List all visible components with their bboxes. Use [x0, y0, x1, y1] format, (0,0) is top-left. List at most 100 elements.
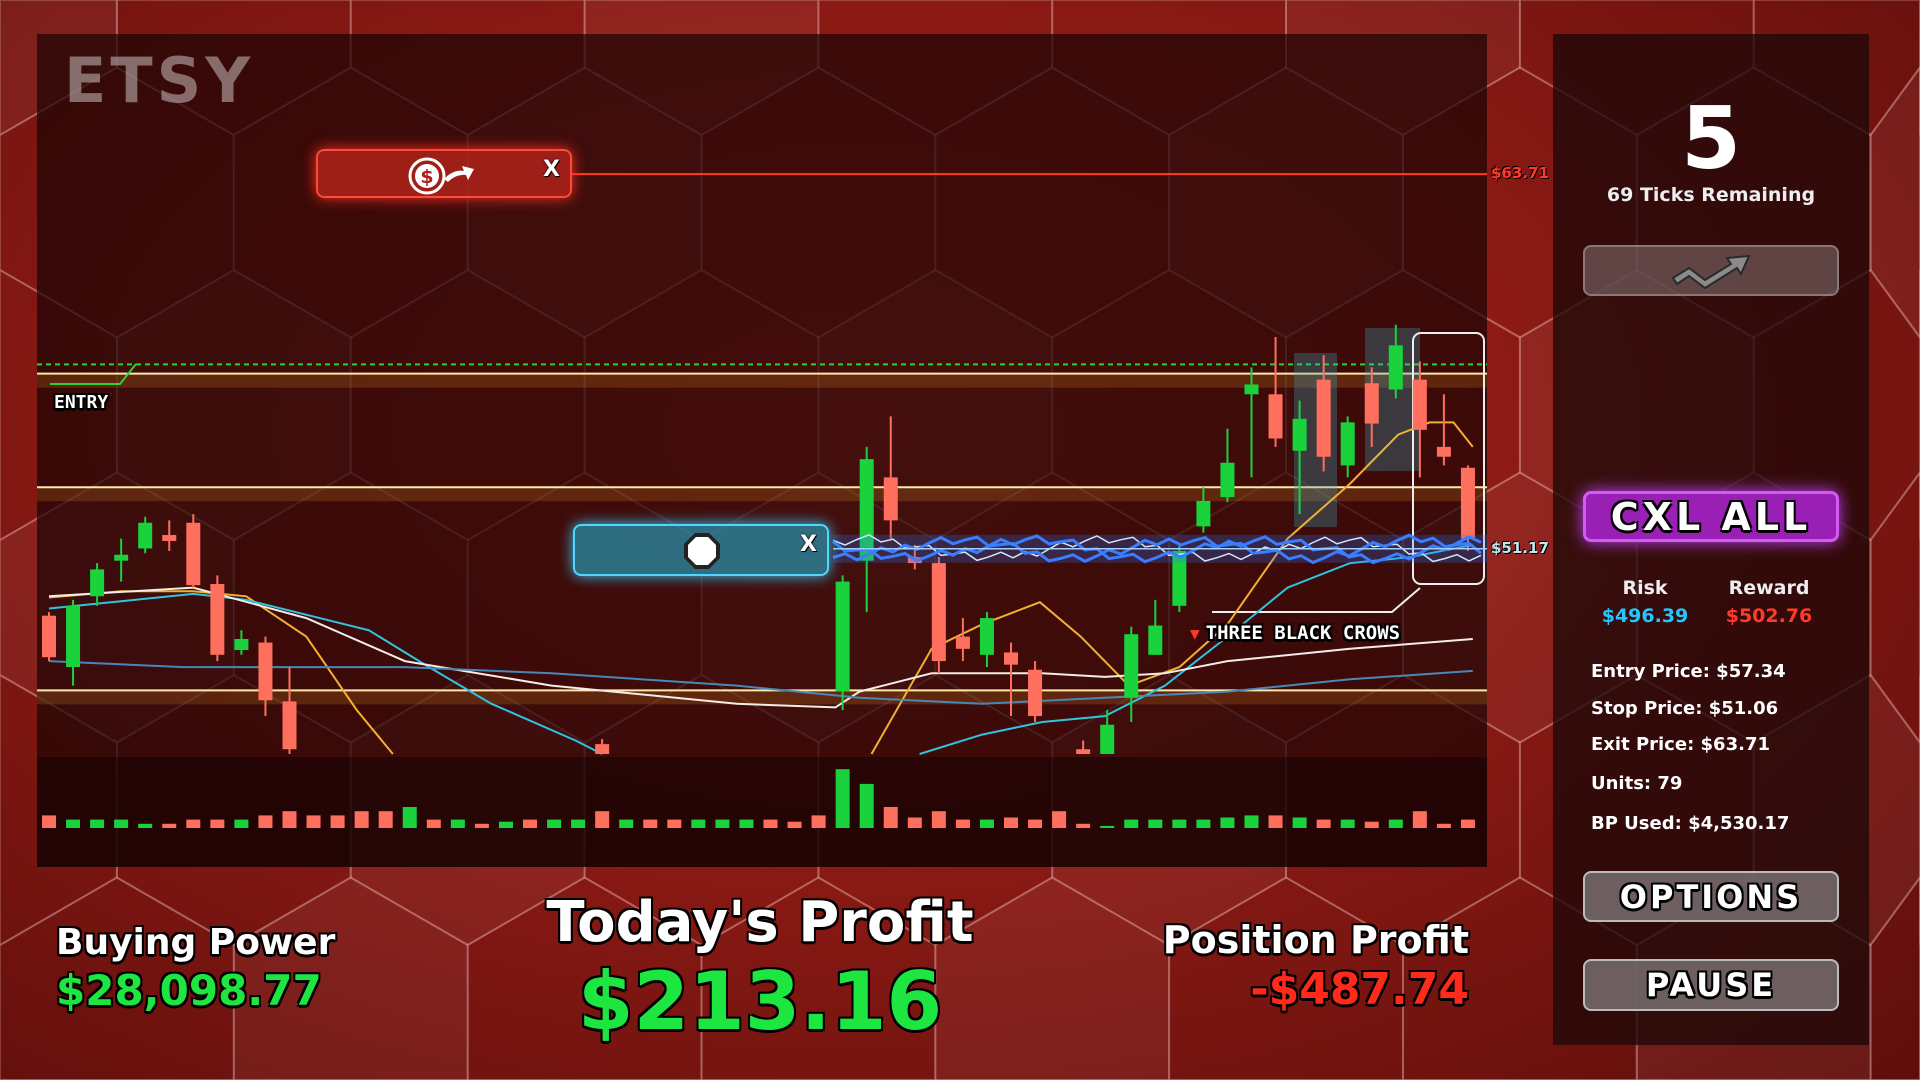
volume-bar: [1292, 817, 1307, 828]
moving-average-line: [48, 586, 1473, 709]
candle-up: [114, 554, 129, 561]
volume-bar: [282, 811, 297, 828]
volume-bar: [1100, 825, 1115, 828]
volume-bar: [66, 819, 81, 828]
candle-up: [1244, 384, 1259, 395]
pattern-label: ▼ THREE BLACK CROWS: [1190, 622, 1400, 644]
volume-bar: [234, 819, 249, 828]
chart-panel: [37, 34, 1487, 867]
candle-down: [883, 477, 898, 521]
volume-bar: [1460, 819, 1475, 828]
candle-down: [186, 522, 201, 586]
reward-block: Reward $502.76: [1704, 577, 1834, 627]
bp-used: BP Used: $4,530.17: [1591, 813, 1790, 834]
candle-down: [1316, 379, 1331, 457]
volume-bar: [1388, 819, 1403, 828]
volume-bar: [619, 819, 634, 828]
volume-bar: [114, 819, 129, 828]
entry-price: Entry Price: $57.34: [1591, 661, 1786, 682]
volume-bar: [835, 769, 850, 828]
volume-bar: [258, 815, 273, 828]
candle-up: [90, 569, 105, 597]
candle-down: [931, 563, 946, 662]
volume-bar: [90, 819, 105, 828]
candle-down: [1268, 394, 1283, 439]
candle-down: [1364, 383, 1379, 424]
countdown: 5: [1681, 89, 1741, 189]
candle-down: [1028, 669, 1043, 717]
volume-bar: [595, 811, 610, 828]
pattern-connector: [1212, 587, 1421, 613]
trend-up-arrow-icon: [1671, 254, 1751, 289]
reward-label: Reward: [1728, 577, 1810, 599]
volume-bar: [210, 819, 225, 828]
volume-bar: [691, 819, 706, 828]
volume-bar: [547, 819, 562, 828]
ticks-remaining: 69 Ticks Remaining: [1606, 184, 1816, 206]
risk-label: Risk: [1622, 577, 1668, 599]
volume-bar: [955, 819, 970, 828]
position-profit-label: Position Profit: [1162, 918, 1469, 962]
close-icon[interactable]: X: [800, 532, 817, 557]
reward-value: $502.76: [1725, 605, 1813, 627]
volume-bar: [1364, 821, 1379, 828]
stop-lightning: [832, 533, 1482, 565]
level-glow: [37, 487, 1487, 502]
trend-button[interactable]: [1583, 245, 1839, 296]
volume-bar: [859, 783, 874, 828]
volume-bar: [739, 819, 754, 828]
volume-bar: [306, 815, 321, 828]
volume-bar: [643, 819, 658, 828]
side-panel: 5 69 Ticks Remaining CXL ALL Risk $496.3…: [1553, 34, 1869, 1045]
pattern-name: THREE BLACK CROWS: [1205, 622, 1401, 644]
volume-bar: [1148, 819, 1163, 828]
candle-down: [955, 636, 970, 649]
candle-up: [1220, 462, 1235, 498]
volume-bar: [763, 819, 778, 828]
volume-bar: [931, 811, 946, 828]
risk-value: $496.39: [1601, 605, 1689, 627]
candle-down: [1004, 652, 1018, 665]
volume-bar: [571, 819, 586, 828]
candle-up: [835, 581, 850, 692]
volume-bar: [1076, 823, 1091, 828]
volume-bar: [811, 815, 826, 828]
entry-label: ENTRY: [54, 392, 109, 413]
volume-bar: [883, 807, 898, 828]
stop-price-tag: $51.17: [1491, 539, 1549, 557]
candle-down: [258, 642, 273, 701]
candle-up: [1124, 634, 1139, 698]
candle-up: [1100, 724, 1115, 754]
todays-profit-label: Today's Profit: [546, 890, 974, 955]
pattern-bracket: [1412, 332, 1485, 585]
volume-bar: [715, 819, 730, 828]
close-icon[interactable]: X: [543, 157, 560, 182]
dollar-arrow-icon: $: [408, 157, 474, 195]
hex-cell: [466, 876, 703, 1080]
volume-area: [37, 757, 1487, 867]
moving-average-line: [48, 660, 1473, 705]
pause-button[interactable]: PAUSE: [1583, 959, 1839, 1011]
hex-cell: [0, 876, 235, 1080]
volume-bar: [402, 807, 417, 828]
candle-down: [1460, 467, 1475, 539]
cancel-all-button[interactable]: CXL ALL: [1583, 491, 1839, 542]
volume-bar: [498, 821, 513, 828]
volume-bar: [1340, 819, 1355, 828]
volume-bar: [1124, 819, 1139, 828]
take-profit-order[interactable]: $ X: [316, 149, 572, 198]
hex-cell: [1168, 876, 1404, 1080]
stop-loss-order[interactable]: X: [573, 524, 829, 576]
moving-average-line: [48, 592, 603, 755]
risk-block: Risk $496.39: [1580, 577, 1710, 627]
volume-bar: [1004, 817, 1018, 828]
ticker-symbol: ETSY: [64, 44, 255, 117]
options-button[interactable]: OPTIONS: [1583, 871, 1839, 922]
stop-octagon-icon: [684, 533, 720, 569]
volume-bar: [1220, 817, 1235, 828]
candle-up: [979, 618, 994, 655]
volume-bar: [186, 819, 201, 828]
volume-bar: [523, 819, 537, 828]
candle-down: [42, 615, 56, 658]
